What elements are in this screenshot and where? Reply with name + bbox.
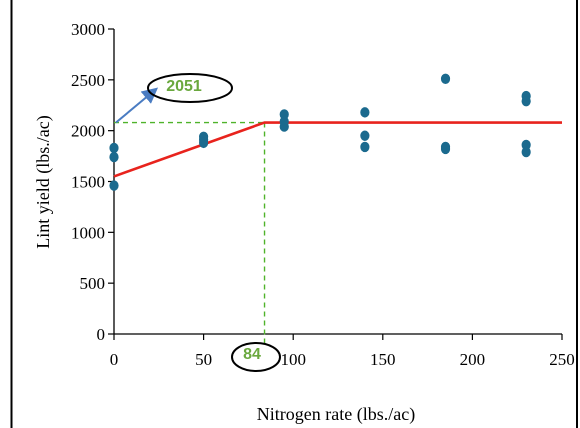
guide-lines (114, 121, 266, 346)
y-tick-label: 1000 (71, 223, 105, 242)
y-tick-label: 1500 (71, 173, 105, 192)
data-point (360, 141, 370, 153)
breakpoint-label-ellipse (231, 342, 281, 372)
fit-line (113, 121, 562, 178)
y-tick-label: 0 (97, 325, 106, 344)
x-tick-label: 150 (370, 350, 396, 369)
data-point (279, 109, 289, 120)
data-point (440, 143, 451, 155)
x-tick-label: 200 (460, 350, 486, 369)
y-tick-label: 3000 (71, 20, 105, 39)
breakpoint-value-label: 84 (243, 346, 261, 363)
y-axis-title: Lint yield (lbs./ac) (33, 115, 54, 248)
annotations: 2051 84 (115, 73, 281, 372)
data-point (521, 139, 531, 151)
data-points (109, 73, 531, 191)
y-tick-label: 500 (80, 274, 106, 293)
axes: 0 500 1000 1500 2000 2500 3000 0 50 100 150 200 250 (71, 20, 575, 369)
plateau-value-label: 2051 (166, 78, 202, 95)
y-tick-label: 2000 (71, 122, 105, 141)
data-point (279, 121, 289, 132)
data-point (440, 73, 451, 85)
data-point (521, 95, 531, 107)
plateau-label-ellipse (147, 73, 233, 103)
data-point (199, 137, 209, 149)
data-point (521, 146, 531, 158)
y-tick-label: 2500 (71, 71, 105, 90)
data-point (360, 107, 370, 118)
x-tick-label: 100 (280, 350, 306, 369)
x-tick-label: 250 (549, 350, 575, 369)
x-tick-label: 0 (110, 350, 119, 369)
plateau-arrow (115, 87, 159, 124)
data-point (109, 151, 119, 163)
data-point (109, 142, 119, 154)
data-point (360, 130, 370, 141)
x-axis-title: Nitrogen rate (lbs./ac) (257, 404, 415, 425)
data-point (109, 180, 119, 191)
x-tick-label: 50 (195, 350, 212, 369)
fit-line-group (113, 121, 562, 178)
